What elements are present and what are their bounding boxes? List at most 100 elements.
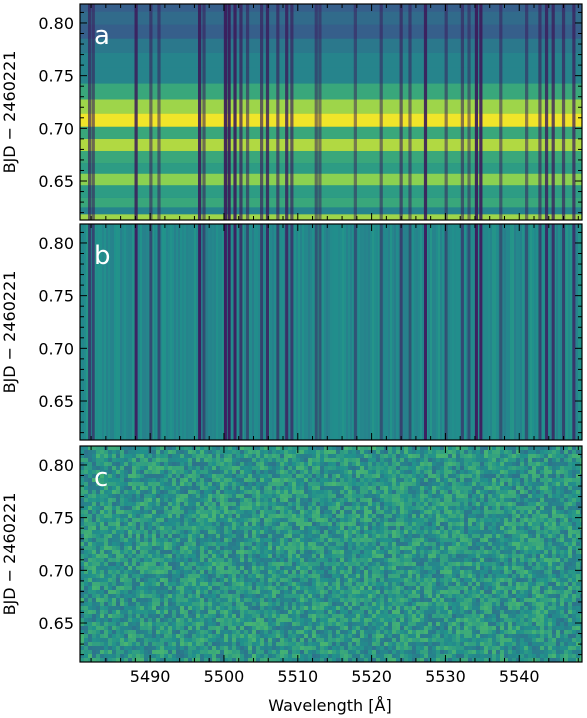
noise-cell	[184, 570, 188, 574]
noise-cell	[120, 550, 124, 554]
noise-cell	[528, 454, 532, 458]
noise-cell	[444, 558, 448, 562]
noise-cell	[88, 546, 92, 550]
noise-cell	[520, 570, 524, 574]
noise-cell	[184, 574, 188, 578]
noise-cell	[316, 542, 320, 546]
noise-cell	[316, 490, 320, 494]
absorption-line	[538, 4, 542, 220]
noise-cell	[144, 506, 148, 510]
noise-cell	[352, 478, 356, 482]
noise-cell	[432, 514, 436, 518]
noise-cell	[288, 462, 292, 466]
noise-cell	[300, 522, 304, 526]
noise-cell	[480, 514, 484, 518]
noise-cell	[128, 514, 132, 518]
column-strip	[566, 224, 568, 440]
noise-cell	[412, 514, 416, 518]
noise-cell	[180, 506, 184, 510]
noise-cell	[164, 518, 168, 522]
noise-cell	[500, 494, 504, 498]
noise-cell	[492, 494, 496, 498]
noise-cell	[468, 530, 472, 534]
noise-cell	[408, 458, 412, 462]
noise-cell	[356, 458, 360, 462]
column-strip	[550, 224, 552, 440]
noise-cell	[268, 530, 272, 534]
noise-cell	[168, 482, 172, 486]
noise-cell	[84, 546, 88, 550]
noise-cell	[168, 542, 172, 546]
noise-cell	[284, 506, 288, 510]
noise-cell	[312, 554, 316, 558]
noise-cell	[132, 558, 136, 562]
noise-cell	[228, 554, 232, 558]
noise-cell	[312, 450, 316, 454]
noise-cell	[340, 534, 344, 538]
noise-cell	[540, 474, 544, 478]
noise-cell	[376, 502, 380, 506]
noise-cell	[160, 538, 164, 542]
noise-cell	[544, 470, 548, 474]
noise-cell	[536, 518, 540, 522]
noise-cell	[320, 558, 324, 562]
noise-cell	[272, 558, 276, 562]
noise-cell	[456, 458, 460, 462]
noise-cell	[220, 490, 224, 494]
noise-cell	[448, 494, 452, 498]
noise-cell	[268, 554, 272, 558]
noise-cell	[104, 562, 108, 566]
noise-cell	[220, 506, 224, 510]
noise-cell	[360, 530, 364, 534]
column-strip	[244, 224, 246, 440]
noise-cell	[332, 478, 336, 482]
noise-cell	[248, 486, 252, 490]
noise-cell	[376, 542, 380, 546]
noise-cell	[308, 522, 312, 526]
noise-cell	[284, 498, 288, 502]
noise-cell	[572, 486, 576, 490]
noise-cell	[372, 550, 376, 554]
noise-cell	[404, 466, 408, 470]
noise-cell	[124, 450, 128, 454]
noise-cell	[216, 514, 220, 518]
noise-cell	[280, 490, 284, 494]
noise-cell	[136, 582, 140, 586]
noise-cell	[404, 522, 408, 526]
noise-cell	[92, 582, 96, 586]
noise-cell	[416, 534, 420, 538]
noise-cell	[236, 514, 240, 518]
noise-cell	[412, 546, 416, 550]
noise-cell	[268, 478, 272, 482]
noise-cell	[348, 550, 352, 554]
noise-cell	[120, 466, 124, 470]
noise-cell	[268, 510, 272, 514]
noise-cell	[104, 466, 108, 470]
noise-cell	[496, 538, 500, 542]
noise-cell	[260, 538, 264, 542]
noise-cell	[260, 486, 264, 490]
noise-cell	[468, 458, 472, 462]
noise-cell	[260, 570, 264, 574]
noise-cell	[460, 558, 464, 562]
noise-cell	[560, 458, 564, 462]
noise-cell	[352, 570, 356, 574]
noise-cell	[220, 498, 224, 502]
noise-cell	[496, 502, 500, 506]
noise-cell	[280, 522, 284, 526]
noise-cell	[116, 570, 120, 574]
noise-cell	[88, 534, 92, 538]
noise-cell	[460, 486, 464, 490]
noise-cell	[544, 546, 548, 550]
noise-cell	[124, 522, 128, 526]
noise-cell	[252, 454, 256, 458]
noise-cell	[160, 534, 164, 538]
noise-cell	[444, 546, 448, 550]
y-tick-label: 0.80	[38, 234, 74, 253]
noise-cell	[272, 450, 276, 454]
noise-cell	[324, 466, 328, 470]
noise-cell	[460, 542, 464, 546]
noise-cell	[400, 470, 404, 474]
noise-cell	[188, 542, 192, 546]
noise-cell	[136, 574, 140, 578]
